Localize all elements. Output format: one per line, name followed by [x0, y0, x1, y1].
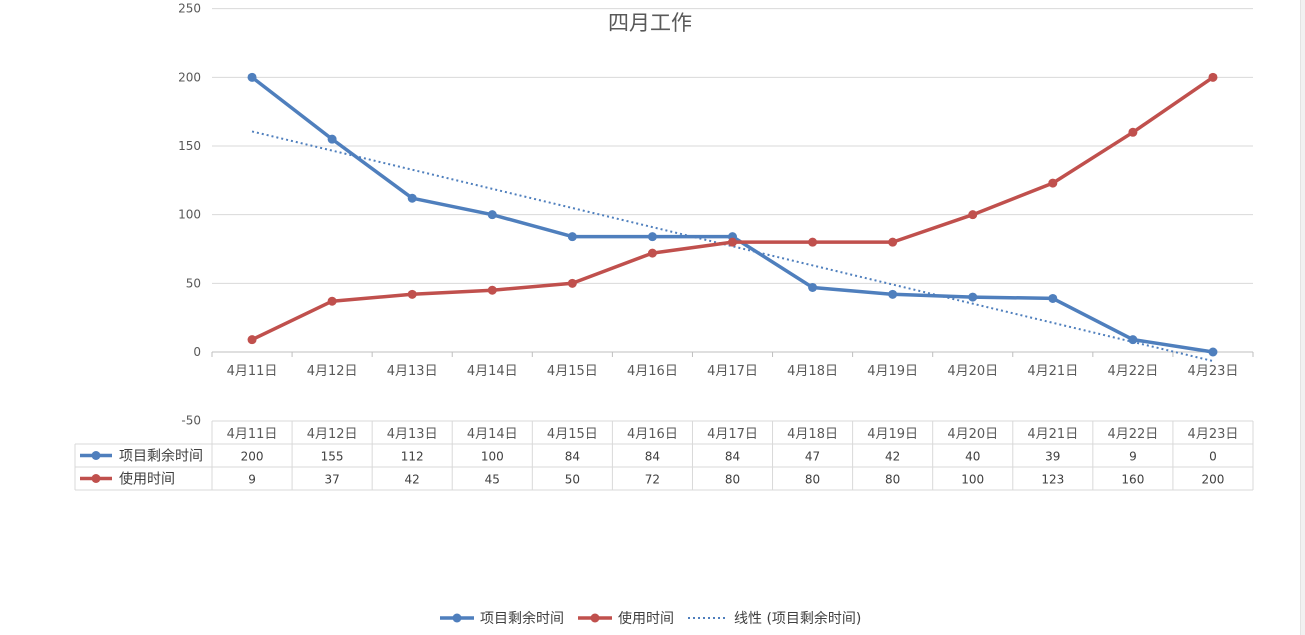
legend-label: 项目剩余时间	[480, 610, 564, 627]
table-value-cell: 100	[481, 450, 504, 464]
table-header-cell: 4月11日	[227, 427, 278, 442]
table-value-cell: 9	[1129, 450, 1137, 464]
data-point	[1208, 347, 1218, 357]
table-header-cell: 4月19日	[867, 427, 918, 442]
table-value-cell: 200	[241, 450, 264, 464]
table-value-cell: 72	[645, 473, 660, 487]
table-value-cell: 45	[485, 473, 500, 487]
data-point	[407, 289, 417, 299]
x-tick-label: 4月16日	[627, 364, 678, 379]
table-series-label: 使用时间	[119, 471, 175, 488]
x-tick-label: 4月14日	[467, 364, 518, 379]
table-value-cell: 80	[805, 473, 820, 487]
series-line-2	[250, 75, 1215, 342]
legend-marker	[452, 613, 462, 623]
table-value-cell: 200	[1202, 473, 1225, 487]
y-tick-label: 150	[178, 139, 201, 153]
table-value-cell: 160	[1121, 473, 1144, 487]
table-header-cell: 4月22日	[1107, 427, 1158, 442]
data-point	[888, 289, 898, 299]
table-value-cell: 123	[1041, 473, 1064, 487]
table-series-label: 项目剩余时间	[119, 448, 203, 465]
table-header-cell: 4月21日	[1027, 427, 1078, 442]
x-tick-label: 4月15日	[547, 364, 598, 379]
table-value-cell: 84	[725, 450, 740, 464]
x-tick-label: 4月12日	[307, 364, 358, 379]
x-tick-label: 4月18日	[787, 364, 838, 379]
legend-marker	[590, 613, 600, 623]
y-tick-label: -50	[181, 414, 201, 428]
legend-label: 使用时间	[618, 610, 674, 627]
table-header-cell: 4月18日	[787, 427, 838, 442]
data-point	[1048, 293, 1058, 303]
data-point	[567, 232, 577, 242]
data-point	[247, 72, 257, 82]
table-value-cell: 112	[401, 450, 424, 464]
data-point	[1208, 72, 1218, 82]
data-point	[407, 193, 417, 203]
table-header-cell: 4月16日	[627, 427, 678, 442]
table-value-cell: 80	[725, 473, 740, 487]
data-point	[728, 237, 737, 247]
table-header-cell: 4月15日	[547, 427, 598, 442]
x-tick-label: 4月19日	[867, 364, 918, 379]
scrollbar-edge	[1300, 0, 1305, 635]
table-value-cell: 42	[405, 473, 420, 487]
table-legend-marker	[91, 474, 101, 483]
table-value-cell: 84	[645, 450, 660, 464]
x-tick-label: 4月13日	[387, 364, 438, 379]
data-point	[968, 210, 978, 220]
data-point	[567, 278, 577, 288]
data-point	[888, 237, 898, 247]
data-point	[1128, 335, 1138, 345]
y-tick-label: 0	[193, 345, 201, 359]
legend-label: 线性 (项目剩余时间)	[734, 610, 861, 627]
table-header-cell: 4月12日	[307, 427, 358, 442]
data-point	[968, 292, 978, 302]
y-tick-label: 200	[178, 70, 201, 84]
data-point	[327, 296, 337, 306]
table-legend-marker	[91, 451, 101, 460]
table-value-cell: 42	[885, 450, 900, 464]
y-tick-label: 100	[178, 208, 201, 222]
data-point	[808, 237, 818, 247]
x-tick-label: 4月22日	[1107, 364, 1158, 379]
x-tick-label: 4月20日	[947, 364, 998, 379]
data-point	[1128, 127, 1138, 137]
table-value-cell: 100	[961, 473, 984, 487]
x-tick-label: 4月23日	[1188, 364, 1239, 379]
data-point	[647, 248, 657, 258]
table-value-cell: 0	[1209, 450, 1217, 464]
data-point	[487, 210, 497, 220]
x-tick-label: 4月11日	[227, 364, 278, 379]
table-value-cell: 37	[324, 473, 339, 487]
table-value-cell: 80	[885, 473, 900, 487]
table-value-cell: 40	[965, 450, 980, 464]
chart-title: 四月工作	[608, 11, 692, 35]
data-point	[808, 282, 818, 292]
table-value-cell: 50	[565, 473, 580, 487]
table-value-cell: 155	[321, 450, 344, 464]
table-header-cell: 4月17日	[707, 427, 758, 442]
data-point	[647, 232, 657, 242]
data-point	[487, 285, 497, 295]
data-point	[247, 335, 257, 345]
table-header-cell: 4月13日	[387, 427, 438, 442]
table-header-cell: 4月20日	[947, 427, 998, 442]
table-header-cell: 4月14日	[467, 427, 518, 442]
table-value-cell: 9	[248, 473, 256, 487]
table-value-cell: 84	[565, 450, 580, 464]
table-value-cell: 39	[1045, 450, 1060, 464]
data-point	[1048, 178, 1058, 188]
data-point	[327, 134, 337, 144]
table-value-cell: 47	[805, 450, 820, 464]
y-tick-label: 250	[178, 2, 201, 16]
y-tick-label: 50	[186, 276, 201, 290]
x-tick-label: 4月17日	[707, 364, 758, 379]
table-header-cell: 4月23日	[1188, 427, 1239, 442]
x-tick-label: 4月21日	[1027, 364, 1078, 379]
